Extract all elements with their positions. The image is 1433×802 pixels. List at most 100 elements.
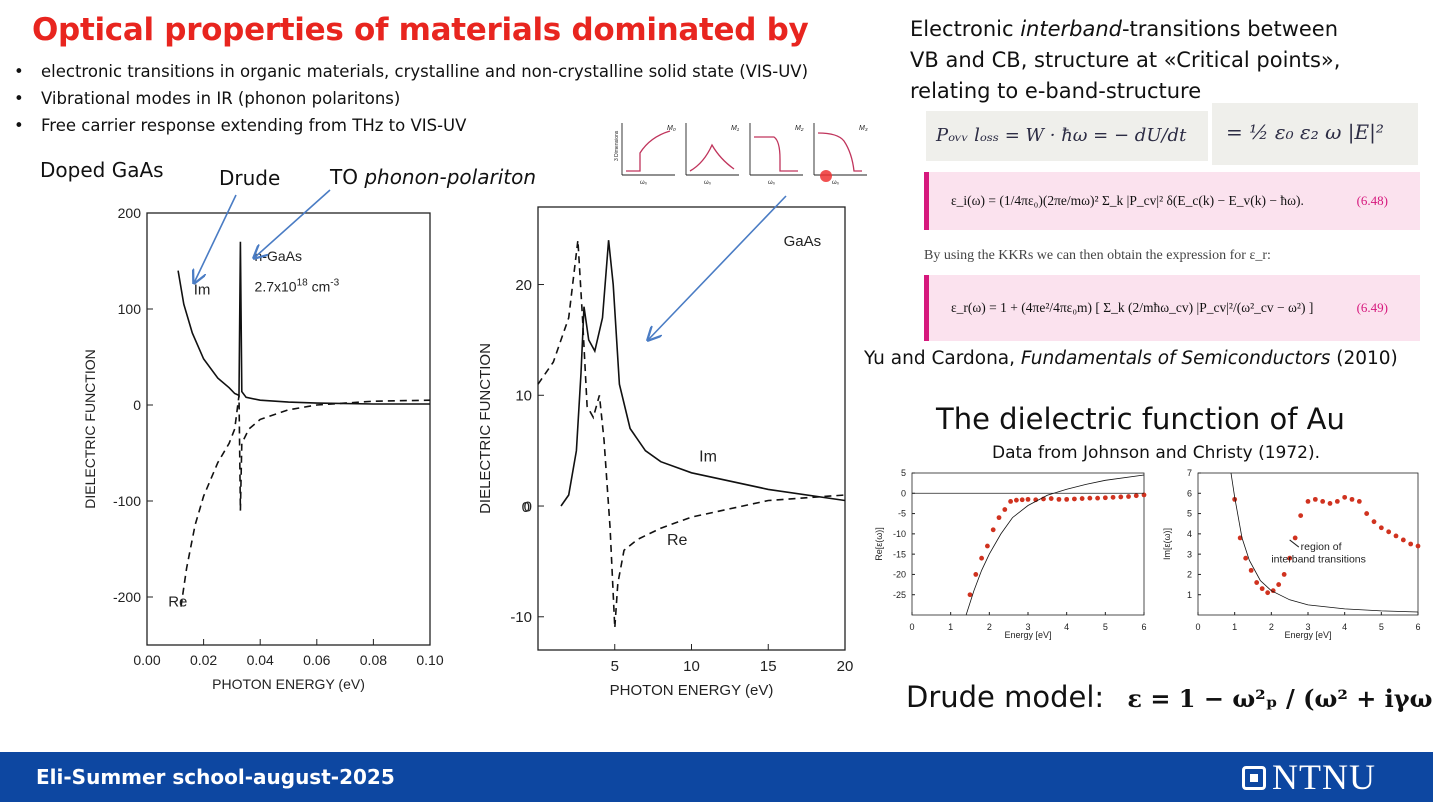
data-point: [1126, 494, 1131, 499]
y-tick-label: 4: [1187, 529, 1192, 539]
au-subtitle: Data from Johnson and Christy (1972).: [992, 443, 1321, 463]
heading-post: -transitions between: [1121, 17, 1339, 41]
bullet-dot: •: [14, 62, 24, 81]
cp-curve: [817, 132, 862, 172]
density-unit-exp: -3: [330, 278, 339, 289]
cp-curve: [689, 143, 735, 172]
bullet-text: Free carrier response extending from THz…: [41, 116, 467, 135]
y-tick-label: 5: [1187, 509, 1192, 519]
x-tick-label: 1: [948, 622, 953, 632]
data-point: [1019, 497, 1025, 503]
cp-label: M₁: [731, 125, 740, 132]
cp-x-label: ω₀: [704, 180, 712, 186]
data-point: [1002, 507, 1008, 512]
x-tick-label: 4: [1064, 622, 1069, 632]
to-label-prefix: TO: [330, 165, 365, 189]
y-tick-label: -20: [893, 570, 906, 580]
x-tick-label: 2: [1269, 622, 1274, 632]
x-tick-label: 20: [837, 658, 854, 675]
data-point: [1048, 496, 1054, 501]
y-tick-label: 2: [1187, 570, 1192, 580]
density-base: 2.7x10: [255, 279, 297, 295]
data-point: [973, 572, 979, 577]
data-point: [1243, 555, 1249, 561]
data-point: [1305, 499, 1311, 504]
y-axis-label: Re[ε(ω)]: [874, 527, 884, 561]
citation-italic: Fundamentals of Semiconductors: [1020, 348, 1331, 369]
cp-curve: [754, 136, 798, 172]
data-point: [1056, 496, 1062, 502]
y-tick-label: -5: [898, 509, 906, 519]
citation-post: (2010): [1330, 348, 1398, 369]
data-point: [1248, 567, 1254, 573]
y-tick-label: -15: [893, 549, 906, 559]
data-point: [1237, 535, 1243, 541]
x-axis-label: PHOTON ENERGY (eV): [212, 676, 365, 692]
bullet-dot: •: [14, 89, 24, 108]
data-point: [1378, 525, 1384, 531]
y-axis-label: Im[ε(ω)]: [1162, 528, 1172, 560]
data-point: [1254, 580, 1260, 585]
y-tick-label: 200: [118, 205, 142, 221]
data-point: [1356, 499, 1362, 504]
x-tick-label: 1: [1232, 622, 1237, 632]
y-tick-label: 0: [901, 488, 906, 498]
equation-6-48-text: ε_i(ω) = (1/4πε₀)(2πe/mω)² Σ_k |P_cv|² δ…: [951, 193, 1304, 208]
data-point: [990, 527, 996, 533]
data-point: [1102, 495, 1108, 501]
series-label-re: Re: [667, 532, 688, 549]
x-tick-label: 6: [1415, 622, 1420, 632]
x-tick-label: 5: [1103, 622, 1108, 632]
data-point: [1008, 499, 1013, 504]
y-axis-label: DIELECTRIC FUNCTION: [477, 343, 494, 514]
data-point: [1118, 494, 1124, 500]
data-point: [1334, 499, 1340, 504]
annotation-density: 2.7x1018 cm-3: [255, 278, 340, 295]
series-line-re: [537, 240, 846, 628]
x-tick-label: 0: [909, 622, 914, 632]
ntnu-logo-icon: [1242, 766, 1266, 790]
to-phonon-label: TO phonon-polariton: [330, 165, 536, 189]
y-tick-label: 3: [1187, 549, 1192, 559]
y-tick-label: -100: [113, 493, 141, 509]
x-tick-label: 0.02: [190, 652, 217, 668]
critical-points-figure: M₀ ω₀ M₁ ω₀ M₂ ω₀ M₃ ω₀ 3 Dimensions: [614, 123, 868, 186]
x-axis-label: Energy [eV]: [1004, 630, 1051, 640]
series-label-im: Im: [699, 449, 717, 466]
y-tick-label: 100: [118, 301, 142, 317]
data-point: [1393, 533, 1399, 539]
data-point: [1349, 496, 1355, 502]
y-tick-label: 6: [1187, 488, 1192, 498]
cp-curve: [626, 130, 671, 172]
data-point: [1281, 572, 1287, 577]
annotation-pointer: [1289, 539, 1300, 548]
citation: Yu and Cardona, Fundamentals of Semicond…: [864, 348, 1398, 369]
y-tick-label: -10: [510, 609, 532, 626]
drude-model: Drude model: ε = 1 − ω²ₚ / (ω² + iγω),: [906, 680, 1433, 714]
annotation-region: region of: [1301, 541, 1342, 553]
drude-formula: ε = 1 − ω²ₚ / (ω² + iγω),: [1127, 684, 1433, 713]
data-point: [1133, 493, 1139, 499]
footer-bar: [0, 752, 1433, 802]
series-line-im: [560, 240, 846, 507]
chart-au-imag: 0 1 2 3 4 5 6 7 6 5 4 3 2 1 Energy [eV] Im[ε(ω)] region …: [1162, 468, 1421, 640]
equation-6-49: ε_r(ω) = 1 + (4πe²/4πε₀m) [ Σ_k (2/mħω_c…: [924, 275, 1420, 341]
heading-italic: interband: [1020, 17, 1122, 41]
data-point: [1072, 496, 1077, 502]
to-label-italic: phonon-polariton: [364, 165, 537, 189]
x-tick-label: 0: [1195, 622, 1200, 632]
data-point: [1079, 496, 1085, 501]
bullet-dot: •: [14, 116, 24, 135]
footer-school: Eli-Summer school-august-2025: [36, 765, 395, 789]
handwritten-power-formula: = ½ ε₀ ε₂ ω |E|²: [1212, 103, 1418, 165]
heading-line-2: VB and CB, structure at «Critical points…: [910, 48, 1341, 72]
drude-label: Drude: [219, 166, 281, 190]
x-tick-label: 0.04: [247, 652, 274, 668]
interband-heading: Electronic interband-transitions between…: [910, 14, 1340, 107]
bullet-text: Vibrational modes in IR (phonon polarito…: [41, 89, 401, 108]
x-tick-label: 4: [1342, 622, 1347, 632]
y-tick-label: 0: [522, 499, 530, 516]
annotation-gaas: GaAs: [784, 233, 822, 250]
annotation-interband: interband transitions: [1271, 553, 1366, 565]
x-axis-label: PHOTON ENERGY (eV): [610, 682, 774, 699]
